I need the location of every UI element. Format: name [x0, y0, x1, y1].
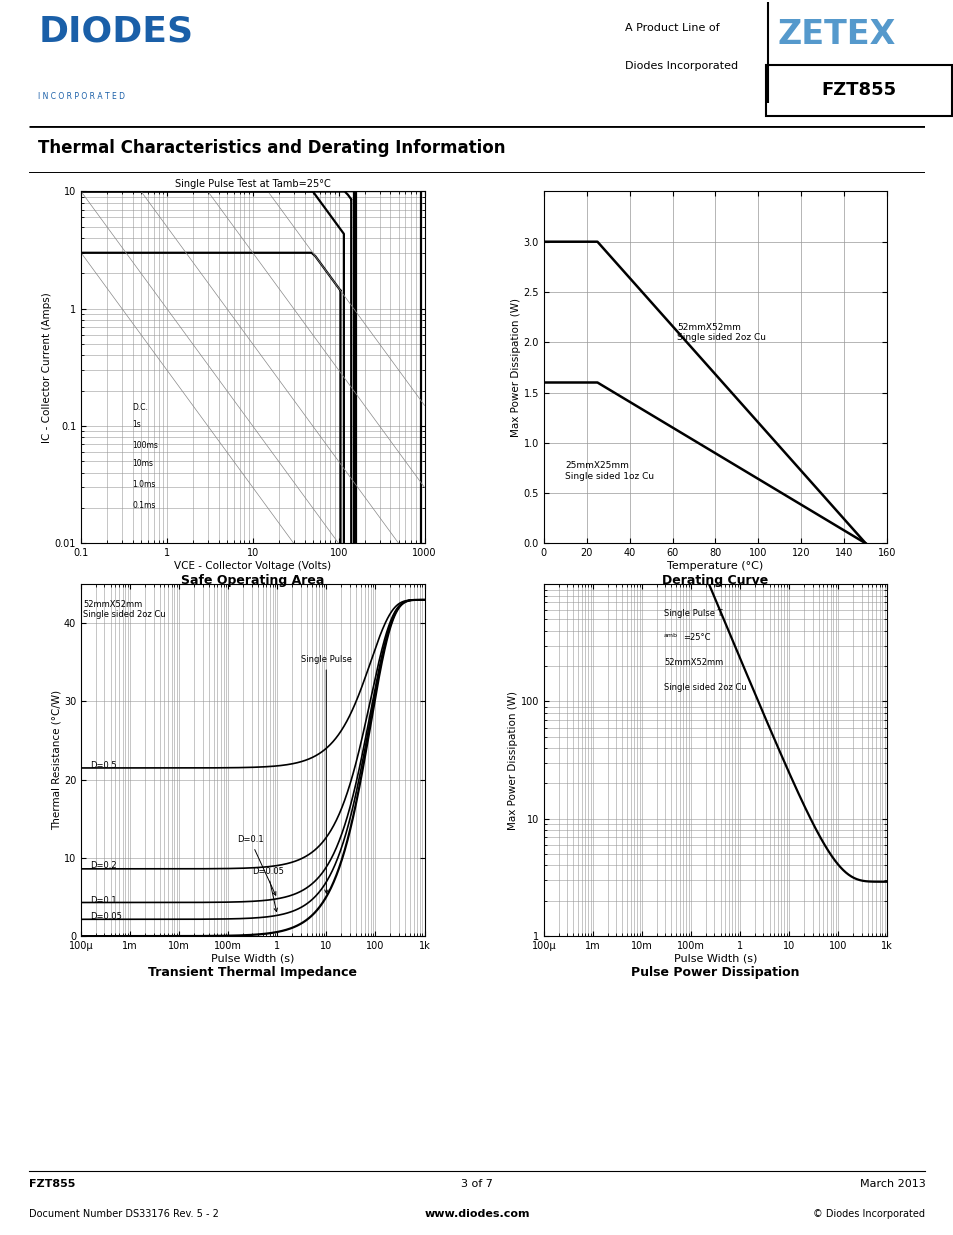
Text: D=0.1: D=0.1 [90, 897, 116, 905]
Text: Diodes Incorporated: Diodes Incorporated [624, 61, 738, 70]
Text: 3 of 7: 3 of 7 [460, 1179, 493, 1189]
Text: March 2013: March 2013 [859, 1179, 924, 1189]
Text: DIODES: DIODES [38, 14, 193, 48]
FancyBboxPatch shape [765, 65, 951, 116]
Text: 52mmX52mm
Single sided 2oz Cu: 52mmX52mm Single sided 2oz Cu [83, 600, 166, 619]
Text: © Diodes Incorporated: © Diodes Incorporated [813, 1209, 924, 1219]
Text: FZT855: FZT855 [29, 1179, 75, 1189]
Y-axis label: Max Power Dissipation (W): Max Power Dissipation (W) [510, 298, 520, 437]
Y-axis label: IC - Collector Current (Amps): IC - Collector Current (Amps) [42, 291, 52, 443]
Text: FZT855: FZT855 [821, 82, 895, 99]
X-axis label: Pulse Width (s): Pulse Width (s) [673, 953, 757, 963]
Text: D=0.5: D=0.5 [90, 761, 116, 771]
Text: 100ms: 100ms [132, 441, 158, 451]
Text: 52mmX52mm
Single sided 2oz Cu: 52mmX52mm Single sided 2oz Cu [676, 322, 765, 342]
Text: D.C.: D.C. [132, 403, 149, 411]
Text: Single Pulse: Single Pulse [300, 656, 352, 893]
Text: D=0.1: D=0.1 [236, 835, 275, 895]
Text: amb: amb [663, 634, 678, 638]
X-axis label: VCE - Collector Voltage (Volts): VCE - Collector Voltage (Volts) [174, 561, 331, 571]
Text: Single Pulse T: Single Pulse T [663, 609, 721, 618]
Text: A Product Line of: A Product Line of [624, 23, 719, 33]
X-axis label: Pulse Width (s): Pulse Width (s) [211, 953, 294, 963]
Text: =25°C: =25°C [682, 634, 710, 642]
Text: 10ms: 10ms [132, 459, 153, 468]
Text: 25mmX25mm
Single sided 1oz Cu: 25mmX25mm Single sided 1oz Cu [564, 462, 654, 480]
Title: Single Pulse Test at Tamb=25°C: Single Pulse Test at Tamb=25°C [174, 179, 331, 189]
Text: Pulse Power Dissipation: Pulse Power Dissipation [631, 966, 799, 979]
Text: ZETEX: ZETEX [777, 17, 895, 51]
Text: D=0.2: D=0.2 [90, 861, 116, 871]
Text: Safe Operating Area: Safe Operating Area [181, 574, 324, 588]
Text: 1.0ms: 1.0ms [132, 480, 156, 489]
Text: Transient Thermal Impedance: Transient Thermal Impedance [148, 966, 357, 979]
Y-axis label: Thermal Resistance (°C/W): Thermal Resistance (°C/W) [51, 690, 61, 830]
Text: www.diodes.com: www.diodes.com [424, 1209, 529, 1219]
X-axis label: Temperature (°C): Temperature (°C) [667, 561, 762, 571]
Text: Thermal Characteristics and Derating Information: Thermal Characteristics and Derating Inf… [37, 140, 504, 158]
Text: D=0.05: D=0.05 [252, 867, 283, 911]
Text: Single sided 2oz Cu: Single sided 2oz Cu [663, 683, 746, 692]
Text: 0.1ms: 0.1ms [132, 501, 156, 510]
Text: Derating Curve: Derating Curve [661, 574, 768, 588]
Text: I N C O R P O R A T E D: I N C O R P O R A T E D [38, 91, 125, 100]
Text: Document Number DS33176 Rev. 5 - 2: Document Number DS33176 Rev. 5 - 2 [29, 1209, 218, 1219]
Text: 1s: 1s [132, 420, 141, 430]
Y-axis label: Max Power Dissipation (W): Max Power Dissipation (W) [507, 690, 517, 830]
Text: 52mmX52mm: 52mmX52mm [663, 658, 722, 667]
Text: D=0.05: D=0.05 [90, 913, 121, 921]
